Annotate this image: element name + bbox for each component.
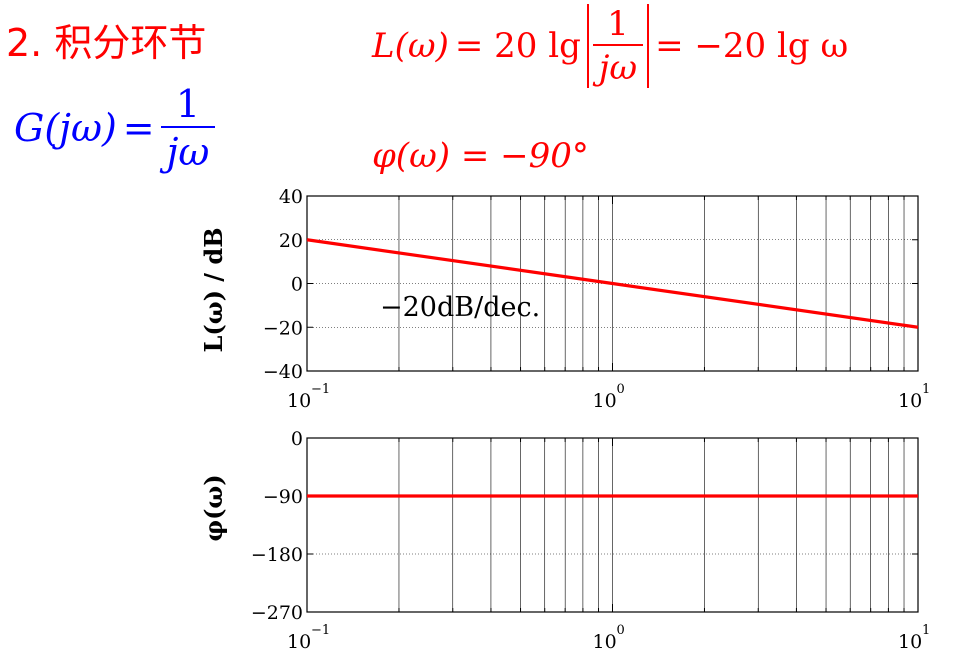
magnitude-xtick-base: 10: [898, 390, 922, 412]
phase-xtick-base: 10: [593, 631, 617, 653]
magnitude-formula-rhs: = −20 lg ω: [655, 26, 849, 66]
phase-xtick-label: 10−1: [287, 623, 330, 653]
phase-xtick-exp: −1: [311, 623, 330, 638]
magnitude-formula-numerator: 1: [607, 4, 629, 44]
phase-ytick-label: −180: [251, 544, 303, 566]
phase-axes-frame: [306, 437, 919, 613]
phase-ylabel: φ(ω): [199, 474, 228, 541]
phase-formula: φ(ω) = −90°: [372, 136, 589, 176]
transfer-function-lhs: G(jω): [14, 106, 117, 150]
phase-xtick-label: 100: [593, 623, 625, 653]
phase-xtick-base: 10: [287, 631, 311, 653]
magnitude-formula-abs: 1 jω: [586, 4, 650, 88]
magnitude-xtick-base: 10: [287, 390, 311, 412]
magnitude-xtick-label: 10−1: [287, 382, 330, 412]
phase-xtick-exp: 1: [922, 623, 930, 638]
transfer-function-equals: =: [122, 106, 155, 150]
section-title: 2. 积分环节: [6, 21, 207, 65]
magnitude-ytick-label: −40: [263, 361, 303, 383]
magnitude-xtick-label: 100: [593, 382, 625, 412]
transfer-function-fraction: 1 jω: [160, 82, 216, 174]
phase-ytick-label: −270: [251, 602, 303, 624]
magnitude-ytick-label: 0: [291, 274, 303, 296]
magnitude-formula-denominator: jω: [592, 44, 644, 88]
magnitude-xtick-exp: 0: [617, 382, 625, 397]
magnitude-xtick-exp: 1: [922, 382, 930, 397]
magnitude-formula-fraction: 1 jω: [592, 4, 644, 88]
magnitude-formula: L(ω) = 20 lg 1 jω = −20 lg ω: [372, 4, 848, 88]
magnitude-formula-equals: = 20 lg: [454, 26, 581, 66]
magnitude-axes-frame: [306, 195, 919, 372]
magnitude-xtick-exp: −1: [311, 382, 330, 397]
phase-ytick-label: −90: [263, 486, 303, 508]
magnitude-ytick-label: −20: [263, 317, 303, 339]
magnitude-formula-lhs: L(ω): [372, 26, 449, 66]
phase-xtick-base: 10: [898, 631, 922, 653]
transfer-function-formula: G(jω) = 1 jω: [14, 82, 216, 174]
magnitude-ylabel: L(ω) / dB: [199, 228, 228, 353]
magnitude-ytick-label: 20: [279, 230, 303, 252]
transfer-function-denominator: jω: [160, 126, 216, 174]
phase-xtick-label: 101: [898, 623, 930, 653]
magnitude-slope-annotation: −20dB/dec.: [380, 292, 540, 323]
magnitude-ytick-label: 40: [279, 186, 303, 208]
magnitude-xtick-label: 101: [898, 382, 930, 412]
transfer-function-numerator: 1: [175, 82, 201, 126]
magnitude-series-line: [306, 238, 919, 329]
phase-ytick-label: 0: [291, 428, 303, 450]
phase-xtick-exp: 0: [617, 623, 625, 638]
magnitude-xtick-base: 10: [593, 390, 617, 412]
